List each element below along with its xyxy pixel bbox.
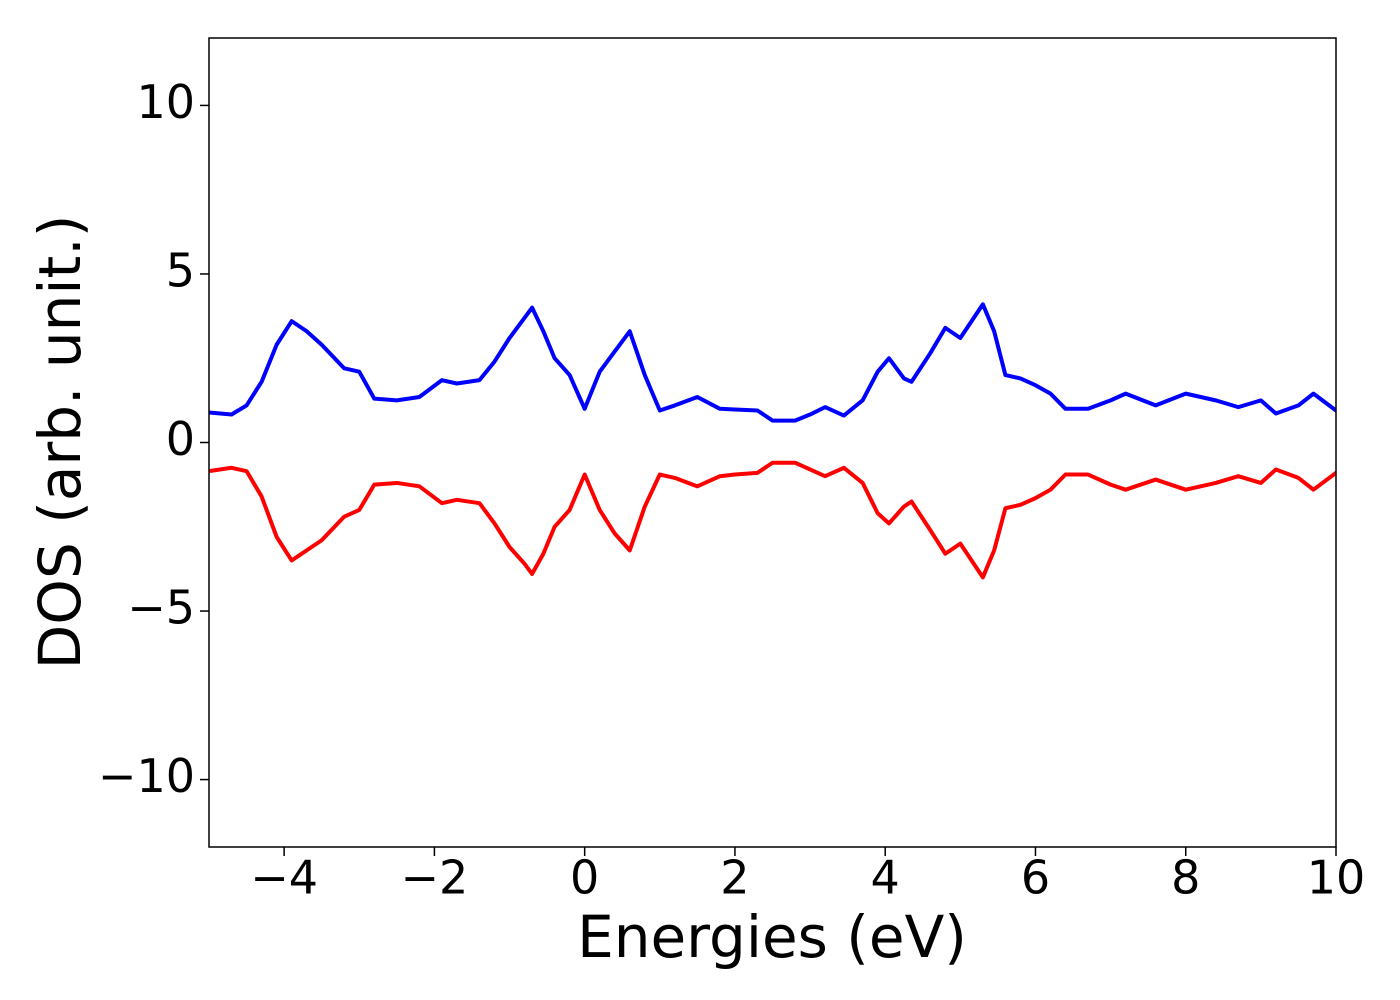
y-axis-label: DOS (arb. unit.) [26,215,94,670]
y-tick-label: −5 [127,581,195,635]
x-axis-label: Energies (eV) [577,903,967,971]
x-tick-label: 10 [1307,851,1366,905]
y-tick-label: 10 [136,75,195,129]
y-tick-label: 5 [166,243,195,297]
x-tick-label: 0 [570,851,599,905]
x-tick-label: 6 [1021,851,1050,905]
x-tick-label: 8 [1171,851,1200,905]
y-tick-label: −10 [98,749,195,803]
x-tick-label: −2 [400,851,468,905]
line [209,302,1336,423]
x-tick-label: −4 [250,851,318,905]
x-tick-label: 2 [720,851,749,905]
line [209,460,1336,580]
plot-frame [208,37,1337,848]
y-tick-label: 0 [166,412,195,466]
x-tick-label: 4 [871,851,900,905]
